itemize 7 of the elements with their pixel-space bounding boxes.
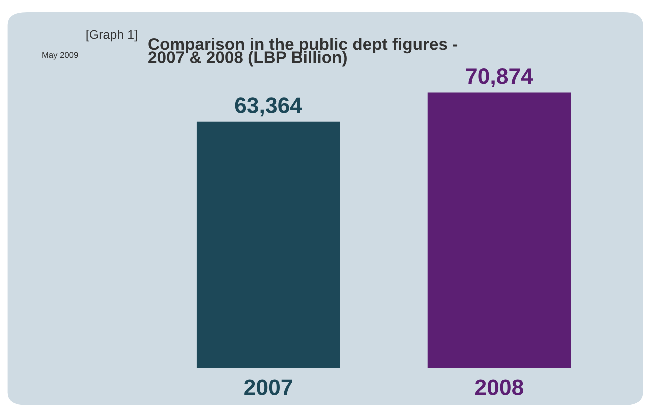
text: May 2009 (42, 52, 78, 60)
data-label: 63,364 (235, 98, 302, 117)
chart-title: Comparison in the public dept figures - 2007 & 2008 (LBP Billion) (148, 38, 458, 67)
x-tick-label: 2008 (476, 380, 524, 396)
text: [Graph 1] (86, 30, 138, 42)
data-label: 70,874 (466, 68, 534, 88)
x-tick-label: 2007 (244, 380, 292, 396)
